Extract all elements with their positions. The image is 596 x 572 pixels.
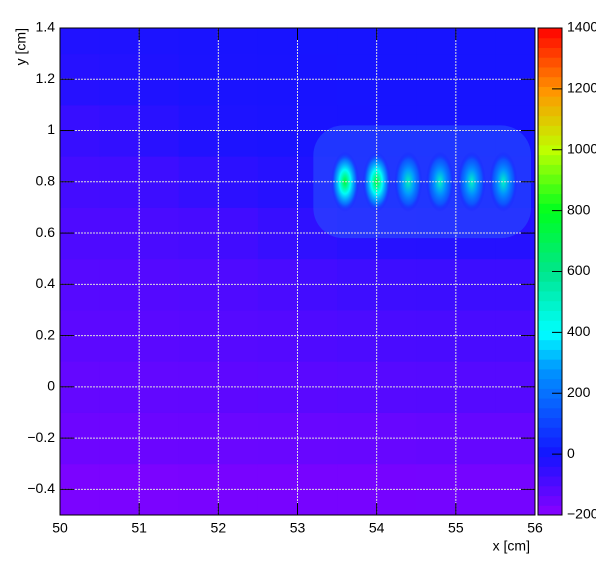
peak [489, 151, 518, 212]
y-tick-label: 0.2 [36, 326, 56, 342]
x-tick-label: 56 [527, 520, 543, 536]
colorbar-segment [538, 437, 562, 448]
x-tick-label: 52 [211, 520, 227, 536]
y-tick-label: 1 [47, 121, 55, 137]
peak [426, 151, 454, 212]
y-tick-label: 0.8 [36, 172, 56, 188]
plot-area [60, 28, 536, 516]
colorbar-segment [538, 125, 562, 136]
colorbar-segment [538, 66, 562, 78]
colorbar-segment [538, 456, 562, 467]
heat-cell [60, 28, 101, 55]
z-tick-label: 600 [567, 262, 591, 278]
colorbar-segment [538, 86, 562, 97]
colorbar-segment [538, 368, 562, 380]
colorbar-segment [538, 359, 562, 370]
colorbar-segment [538, 144, 562, 156]
x-tick-label: 54 [369, 520, 385, 536]
z-tick-label: 1000 [567, 140, 596, 156]
x-tick-label: 55 [448, 520, 464, 536]
colorbar-segment [538, 96, 562, 107]
z-tick-label: 400 [567, 323, 591, 339]
colorbar-segment [538, 407, 562, 419]
z-tick-label: 800 [567, 201, 591, 217]
x-axis-label: x [cm] [493, 538, 530, 554]
colorbar-segment [538, 213, 562, 224]
colorbar-segment [538, 193, 562, 204]
colorbar-segment [538, 339, 562, 350]
colorbar-segment [538, 300, 562, 311]
colorbar-segment [538, 329, 562, 341]
colorbar-segment [538, 135, 562, 146]
heat-cell [218, 28, 259, 55]
z-tick-label: 200 [567, 384, 591, 400]
z-tick-label: 1400 [567, 19, 596, 35]
y-tick-label: 0.4 [36, 275, 56, 291]
colorbar-segment [538, 427, 562, 438]
colorbar-segment [538, 76, 562, 87]
heat-cell [495, 28, 536, 55]
colorbar-segment [538, 378, 562, 389]
colorbar-segment [538, 105, 562, 117]
x-tick-label: 50 [52, 520, 68, 536]
colorbar-segment [538, 290, 562, 302]
heat-cell [139, 28, 180, 55]
colorbar-segment [538, 349, 562, 360]
colorbar-segment [538, 37, 562, 48]
colorbar-segment [538, 281, 562, 292]
colorbar-segment [538, 154, 562, 165]
frame [59, 27, 536, 516]
heat-cell [99, 28, 140, 55]
colorbar-segment [538, 174, 562, 185]
y-tick-label: 1.4 [36, 19, 56, 35]
y-tick-label: 1.2 [36, 70, 56, 86]
colorbar-segment [538, 505, 562, 516]
colorbar-segment [538, 417, 562, 428]
colorbar-segment [538, 261, 562, 272]
colorbar-segment [538, 320, 562, 331]
colorbar-segment [538, 164, 562, 175]
colorbar-segment [538, 232, 562, 243]
y-axis-label: y [cm] [13, 28, 29, 65]
colorbar-segment [538, 446, 562, 458]
heat-cell [297, 28, 338, 55]
colorbar-segment [538, 47, 562, 58]
colorbar-segment [538, 28, 562, 39]
x-tick-label: 53 [290, 520, 306, 536]
colorbar-segment [538, 466, 562, 477]
heat-cell [257, 28, 298, 55]
x-tick-label: 51 [131, 520, 147, 536]
heat-cell [455, 28, 496, 55]
colorbar-segment [538, 310, 562, 321]
heat-cell [376, 28, 417, 55]
z-tick-label: −200 [567, 506, 596, 522]
z-tick-label: 0 [567, 445, 575, 461]
colorbar-segment [538, 476, 562, 487]
y-tick-label: 0 [47, 378, 55, 394]
colorbar-segment [538, 252, 562, 263]
colorbar-segment [538, 398, 562, 409]
colorbar-segment [538, 271, 562, 282]
heat-cell [178, 28, 219, 55]
z-tick-label: 1200 [567, 80, 596, 96]
colorbar-segment [538, 115, 562, 126]
y-tick-label: −0.2 [27, 429, 55, 445]
colorbar-segment [538, 222, 562, 234]
y-tick-label: 0.6 [36, 224, 56, 240]
y-tick-label: −0.4 [27, 480, 55, 496]
colorbar-segment [538, 388, 562, 399]
heat-cell [416, 28, 457, 55]
colorbar-segment [538, 183, 562, 195]
colorbar-segment [538, 203, 562, 214]
colorbar-segment [538, 485, 562, 497]
colorbar-segment [538, 57, 562, 68]
colorbar-segment [538, 242, 562, 253]
colorbar-segment [538, 495, 562, 506]
heat-cell [337, 28, 378, 55]
